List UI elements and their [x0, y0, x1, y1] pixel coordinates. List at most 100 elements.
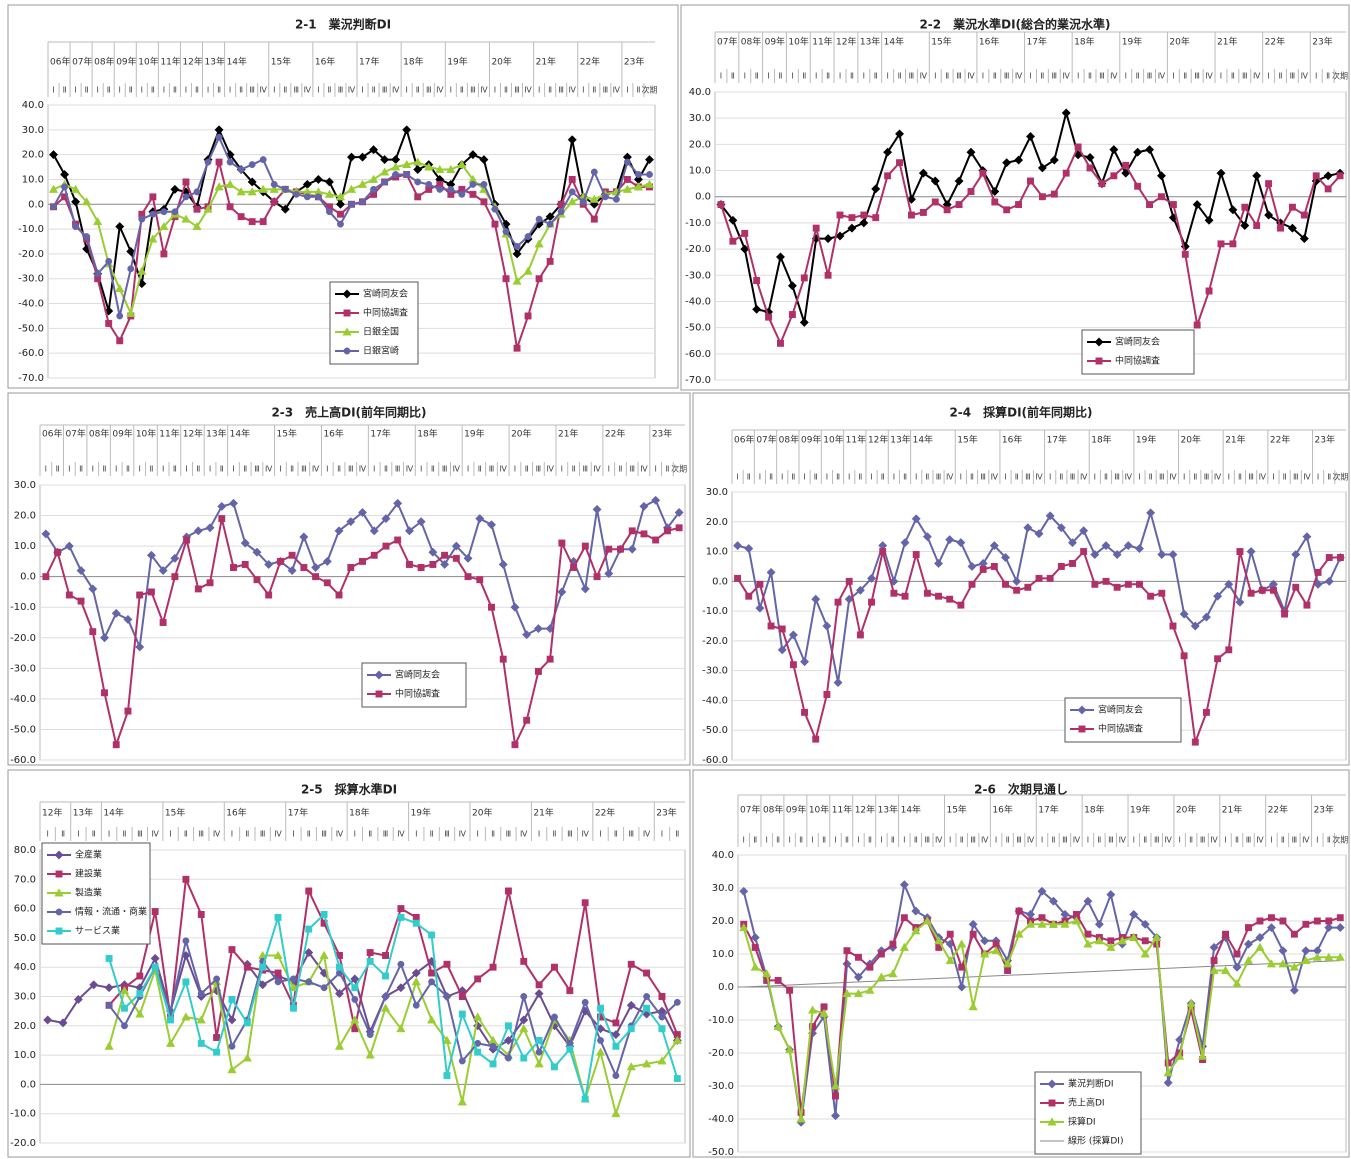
data-point: [1080, 548, 1088, 556]
data-point: [348, 200, 355, 208]
data-point: [379, 167, 390, 176]
x-tick-label: Ⅰ: [229, 86, 231, 95]
x-tick-label: Ⅲ: [956, 72, 962, 81]
year-label: 18年: [403, 56, 423, 68]
data-point: [1014, 155, 1024, 165]
year-label: 21年: [558, 428, 578, 440]
data-point: [989, 541, 999, 551]
data-point: [215, 133, 223, 141]
data-point: [1220, 965, 1231, 974]
data-point: [197, 990, 205, 998]
x-tick-label: Ⅲ: [249, 86, 255, 95]
y-tick-label: 0.0: [718, 982, 734, 993]
x-tick-label: Ⅱ: [903, 473, 907, 482]
x-tick-label: Ⅱ: [548, 86, 552, 95]
data-point: [382, 993, 389, 1000]
data-point: [463, 553, 473, 563]
data-point: [491, 220, 499, 228]
x-tick-label: Ⅱ: [993, 72, 997, 81]
x-tick-label: Ⅳ: [1303, 473, 1311, 482]
x-tick-label: Ⅱ: [945, 72, 949, 81]
y-tick-label: 70.0: [14, 874, 36, 885]
x-tick-label: Ⅳ: [640, 465, 648, 474]
data-point: [1217, 240, 1225, 248]
x-tick-label: Ⅱ: [1052, 836, 1056, 845]
y-tick-label: -70.0: [685, 375, 711, 386]
data-point: [228, 498, 239, 508]
x-tick-label: Ⅰ: [1224, 836, 1226, 845]
data-point: [105, 954, 113, 962]
data-point: [663, 527, 671, 535]
data-point: [334, 526, 344, 536]
year-label: 12年: [836, 36, 856, 48]
x-tick-label: Ⅲ: [1154, 836, 1160, 845]
data-point: [1214, 655, 1222, 663]
data-point: [751, 943, 759, 951]
y-tick-label: 10.0: [14, 1050, 36, 1061]
data-point: [830, 1081, 841, 1090]
data-point: [380, 155, 390, 165]
data-point: [451, 541, 461, 551]
x-tick-label: Ⅱ: [779, 72, 783, 81]
data-point: [788, 630, 798, 640]
x-tick-label: Ⅰ: [886, 72, 888, 81]
x-tick-label: Ⅱ: [1283, 473, 1287, 482]
x-tick-label: Ⅰ: [231, 830, 233, 839]
legend-box: [1064, 697, 1182, 743]
x-tick-label: Ⅰ: [791, 72, 793, 81]
x-tick-label: Ⅰ: [373, 465, 375, 474]
y-tick-label: -40.0: [10, 694, 36, 705]
data-point: [646, 171, 653, 178]
x-tick-label: Ⅰ: [834, 836, 836, 845]
x-tick-label: 次期: [1332, 472, 1348, 482]
x-tick-label: Ⅰ: [92, 465, 94, 474]
data-point: [369, 145, 379, 155]
data-point: [911, 514, 921, 524]
data-point: [1002, 959, 1013, 968]
legend-label: 全産業: [75, 849, 102, 861]
x-tick-label: Ⅲ: [567, 830, 573, 839]
data-point: [320, 984, 328, 992]
data-point: [990, 562, 998, 570]
y-tick-label: 20.0: [14, 511, 36, 522]
data-point: [1288, 203, 1296, 211]
data-point: [504, 1022, 512, 1030]
legend-marker: [54, 850, 64, 860]
x-tick-label: Ⅰ: [68, 465, 70, 474]
x-tick-label: Ⅲ: [395, 465, 401, 474]
data-point: [357, 152, 368, 162]
data-point: [197, 911, 205, 918]
data-point: [99, 633, 110, 643]
data-point: [1083, 939, 1093, 948]
data-point: [510, 602, 520, 612]
x-tick-label: Ⅰ: [863, 72, 865, 81]
x-tick-label: Ⅰ: [415, 830, 417, 839]
data-point: [1037, 919, 1047, 928]
chart-title: 2-2 業況水準DI(総合的業況水準): [919, 17, 1110, 32]
y-tick-label: -40.0: [18, 299, 44, 310]
data-point: [182, 937, 190, 945]
x-tick-label: Ⅱ: [126, 465, 130, 474]
data-point: [534, 989, 544, 999]
data-point: [104, 983, 114, 993]
chart-title: 2-6 次期見通し: [974, 782, 1068, 797]
data-point: [812, 224, 820, 232]
x-tick-label: Ⅲ: [198, 830, 204, 839]
x-tick-label: Ⅳ: [524, 86, 532, 95]
data-point: [623, 158, 631, 166]
year-label: 10年: [809, 804, 829, 816]
data-point: [1314, 568, 1322, 576]
data-point: [1256, 917, 1264, 925]
data-point: [312, 573, 320, 581]
data-point: [899, 942, 909, 951]
data-point: [416, 517, 426, 527]
year-label: 07年: [65, 428, 85, 440]
x-tick-label: Ⅱ: [970, 473, 974, 482]
data-point: [1163, 1078, 1173, 1088]
year-label: 10年: [136, 428, 156, 440]
data-point: [922, 916, 932, 925]
year-label: 08年: [763, 804, 783, 816]
data-point: [570, 564, 578, 571]
data-point: [644, 179, 655, 188]
x-tick-label: Ⅰ: [661, 830, 663, 839]
